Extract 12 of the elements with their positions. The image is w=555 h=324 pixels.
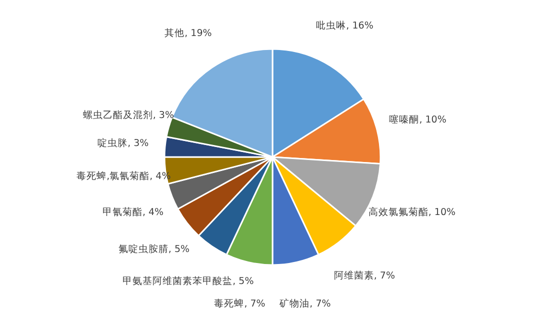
slice-label: 高效氯氟菊酯, 10%	[368, 206, 456, 218]
slice-label: 吡虫啉, 16%	[316, 20, 374, 32]
slice-label: 其他, 19%	[164, 26, 212, 39]
slice-label: 甲氨基阿维菌素苯甲酸盐, 5%	[122, 275, 254, 288]
slice-label: 啶虫脒, 3%	[98, 136, 149, 149]
slice-label: 甲氰菊酯, 4%	[102, 206, 164, 218]
slice-label: 阿维菌素, 7%	[334, 270, 395, 282]
slice-label: 矿物油, 7%	[278, 297, 331, 310]
slice-label: 毒死蜱, 7%	[214, 297, 266, 310]
slice-label: 氟啶虫胺腈, 5%	[118, 242, 190, 255]
slice-label: 噻嗪酮, 10%	[389, 114, 446, 126]
slice-label: 螺虫乙酯及混剂, 3%	[82, 109, 174, 122]
